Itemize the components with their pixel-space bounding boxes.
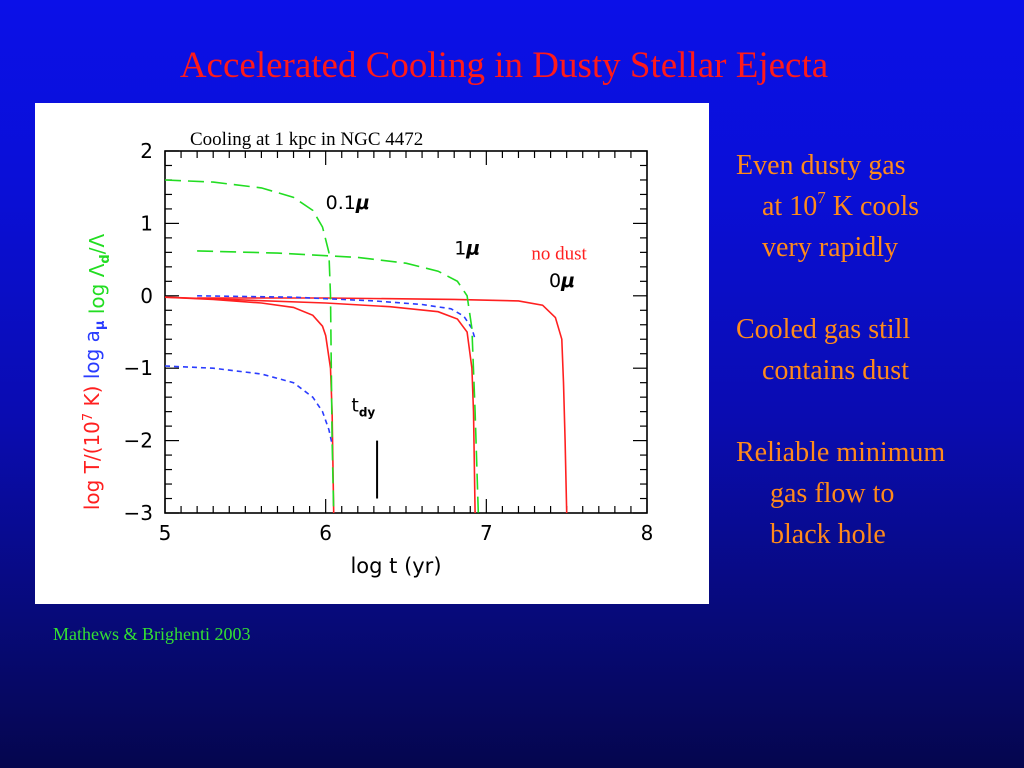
citation: Mathews & Brighenti 2003	[53, 624, 251, 644]
annotation-label: 0.1μ	[326, 192, 370, 214]
bullet-line: Even dusty gas	[736, 150, 906, 181]
bullet-line: contains dust	[762, 355, 909, 386]
series-line	[164, 365, 333, 445]
series-line	[197, 297, 568, 514]
plot-panel: 5 6 7 8 2 1 0 −1 −2 −3 log t (yr) log T/(107 K) log…	[35, 103, 709, 604]
y-tick-label: 2	[140, 139, 153, 163]
series-line	[197, 250, 480, 514]
series-line	[164, 296, 476, 514]
annotation-label: 0μ	[549, 270, 575, 292]
bullet-line: Cooled gas still	[736, 314, 911, 345]
bullet-line: black hole	[770, 519, 886, 550]
bullet-dusty-gas: Even dusty gas at 107 K cools very rapid…	[736, 145, 1016, 268]
annotation-label: tdy	[351, 395, 375, 420]
x-tick-label: 5	[159, 521, 172, 545]
chart-title: Cooling at 1 kpc in NGC 4472	[190, 129, 424, 150]
bullet-list: Even dusty gas at 107 K cools very rapid…	[736, 145, 1016, 596]
y-axis-label: log T/(107 K) log aμ log Λd/Λ	[80, 234, 113, 511]
y-tick-label: −3	[124, 501, 153, 525]
bullet-line: Reliable minimum	[736, 437, 946, 468]
bullet-reliable-minimum: Reliable minimum gas flow to black hole	[736, 432, 1016, 555]
x-tick-label: 6	[319, 521, 332, 545]
bullet-line: at 107 K cools	[762, 187, 920, 222]
series-line	[164, 179, 335, 514]
bullet-line: gas flow to	[770, 478, 895, 509]
x-tick-label: 8	[641, 521, 654, 545]
bullet-cooled-gas: Cooled gas still contains dust	[736, 309, 1016, 391]
series-line	[197, 295, 476, 340]
cooling-chart: 5 6 7 8 2 1 0 −1 −2 −3 log t (yr) log T/(107 K) log…	[80, 139, 654, 578]
bullet-line: very rapidly	[762, 232, 899, 263]
y-tick-label: −1	[124, 356, 153, 380]
y-tick-label: 1	[140, 211, 153, 235]
y-tick-label: 0	[140, 284, 153, 308]
series-line	[164, 296, 335, 514]
plot-frame	[164, 150, 648, 514]
annotation-label: no dust	[531, 244, 587, 265]
x-tick-label: 7	[480, 521, 493, 545]
slide-title: Accelerated Cooling in Dusty Stellar Eje…	[179, 45, 829, 86]
x-axis-label: log t (yr)	[350, 554, 441, 578]
annotation-label: 1μ	[454, 238, 480, 260]
y-tick-label: −2	[124, 429, 153, 453]
